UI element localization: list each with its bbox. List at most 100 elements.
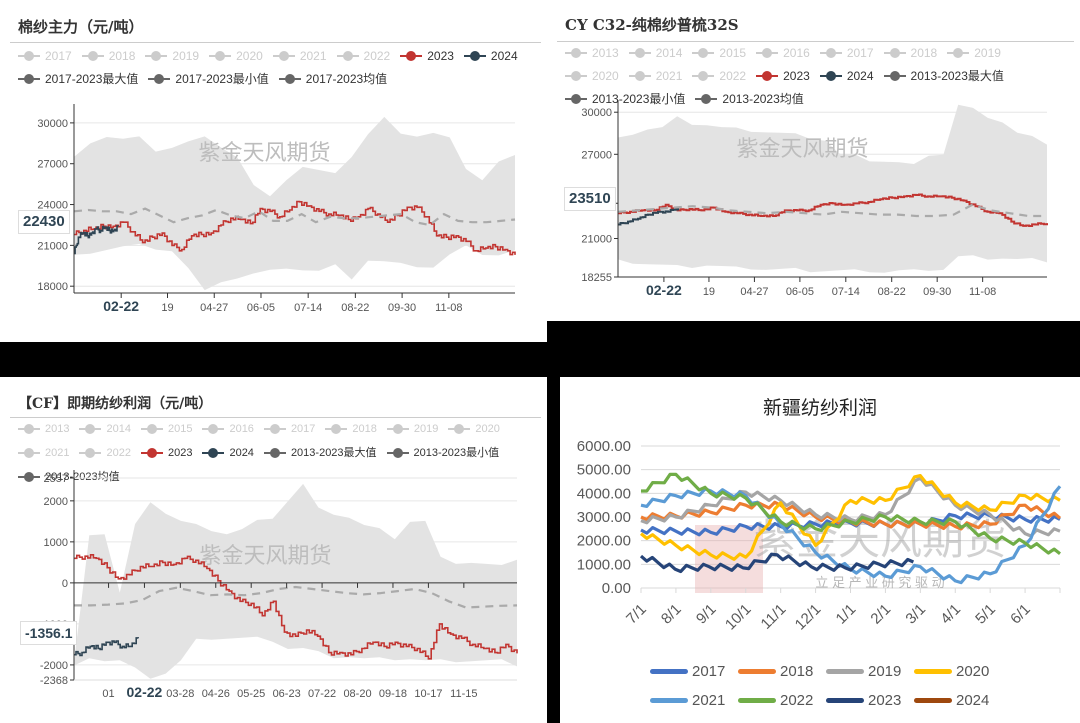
y-pointer-label: 22430 (18, 210, 70, 234)
chart-title: 新疆纺纱利润 (762, 398, 877, 419)
legend-item-2017[interactable]: 2017 (819, 42, 874, 64)
y-tick-label: 27000 (581, 149, 612, 161)
series-line-2019 (640, 476, 1061, 538)
chart-legend: 2017 2018 2019 2020 2021 2022 2023 2024 (650, 656, 1010, 714)
legend-item-2022[interactable]: 2022 (336, 45, 390, 67)
x-tick-label: 07-14 (294, 302, 322, 314)
legend-line-icon (914, 698, 952, 703)
legend-item-2020[interactable]: 2020 (565, 65, 619, 87)
legend-item-2023[interactable]: 2023 (140, 442, 192, 464)
legend-item-2017[interactable]: 2017 (650, 658, 732, 685)
legend-item-2021[interactable]: 2021 (272, 45, 327, 67)
legend-item-2017[interactable]: 2017 (263, 418, 315, 440)
legend-item-2017-2023均值[interactable]: 2017-2023均值 (278, 68, 387, 90)
legend-marker-icon (263, 448, 286, 458)
legend-item-2023[interactable]: 2023 (826, 687, 908, 714)
legend-marker-icon (140, 448, 163, 458)
legend-item-2022[interactable]: 2022 (692, 65, 746, 87)
legend-label: 2013-2023均值 (722, 92, 804, 106)
legend-item-2021[interactable]: 2021 (628, 65, 682, 87)
legend-item-2020[interactable]: 2020 (448, 418, 500, 440)
legend-item-2019[interactable]: 2019 (386, 418, 439, 440)
legend-label: 2022 (780, 692, 814, 709)
legend-item-2013[interactable]: 2013 (565, 42, 619, 64)
x-tick-label: 9/1 (693, 601, 720, 628)
legend-item-2015[interactable]: 2015 (692, 42, 746, 64)
legend-item-2017[interactable]: 2017 (18, 45, 72, 67)
legend-item-2021[interactable]: 2021 (18, 442, 69, 464)
legend-item-2013-2023均值[interactable]: 2013-2023均值 (695, 88, 804, 110)
x-tick-label: 08-22 (341, 302, 369, 314)
legend-item-2017-2023最小值[interactable]: 2017-2023最小值 (148, 68, 269, 90)
legend-item-2022[interactable]: 2022 (79, 442, 131, 464)
legend-item-2024[interactable]: 2024 (819, 65, 874, 87)
legend-item-2022[interactable]: 2022 (738, 687, 820, 714)
x-tick-label: 08-22 (878, 286, 906, 298)
y-tick-label: 6000.00 (577, 438, 631, 455)
legend-item-2015[interactable]: 2015 (140, 418, 192, 440)
legend-item-2023[interactable]: 2023 (756, 65, 810, 87)
legend-label: 2019 (413, 423, 439, 435)
x-tick-label: 1/1 (833, 601, 860, 628)
legend-item-2024[interactable]: 2024 (463, 45, 518, 67)
legend-marker-icon (18, 472, 40, 482)
legend-label: 2017 (846, 46, 874, 60)
y-tick-label: 30000 (37, 118, 68, 130)
legend-marker-icon (81, 51, 104, 61)
series-line-2024 (618, 207, 680, 226)
legend-item-2018[interactable]: 2018 (81, 45, 136, 67)
legend-item-2018[interactable]: 2018 (883, 42, 937, 64)
watermark-subtext: 立 足 产 业 研 究 驱 动 (815, 575, 944, 590)
legend-label: 2018 (108, 49, 136, 63)
legend-label: 2014 (655, 46, 683, 60)
chart-title: CY C32-纯棉纱普梳32S (565, 16, 739, 34)
y-tick-label: -2368 (40, 675, 68, 687)
area-chart: -2368-2000-10000100020002557紫金天风期货0102-2… (40, 470, 518, 700)
legend-item-2017-2023最大值[interactable]: 2017-2023最大值 (18, 68, 138, 90)
x-tick-label: 02-22 (127, 684, 163, 700)
legend-item-2019[interactable]: 2019 (826, 658, 908, 685)
x-tick-label: 11-08 (435, 302, 462, 314)
y-tick-label: 21000 (37, 240, 68, 252)
legend-label: 2013-2023最小值 (592, 92, 686, 106)
legend-label: 2023 (427, 49, 454, 63)
legend-marker-icon (140, 424, 163, 434)
legend-item-2024[interactable]: 2024 (914, 687, 996, 714)
legend-item-2019[interactable]: 2019 (947, 42, 1001, 64)
legend-item-2014[interactable]: 2014 (628, 42, 683, 64)
legend-item-2016[interactable]: 2016 (202, 418, 254, 440)
legend-item-2023[interactable]: 2023 (400, 45, 454, 67)
legend-marker-icon (692, 48, 715, 58)
legend-label: 2017-2023最小值 (175, 72, 269, 86)
legend-item-2019[interactable]: 2019 (145, 45, 199, 67)
y-tick-label: 1000.00 (577, 556, 631, 573)
x-tick-label: 05-25 (237, 688, 265, 700)
series-line-2023 (618, 193, 1048, 227)
legend-label: 2016 (783, 46, 810, 60)
legend-item-2013-2023最小值[interactable]: 2013-2023最小值 (565, 88, 685, 110)
legend-item-2020[interactable]: 2020 (209, 45, 263, 67)
legend-item-2018[interactable]: 2018 (738, 658, 820, 685)
legend-marker-icon (695, 94, 718, 104)
legend-marker-icon (756, 71, 779, 81)
watermark-text: 紫金天风期货 (736, 136, 868, 161)
legend-item-2016[interactable]: 2016 (756, 42, 810, 64)
legend-item-2018[interactable]: 2018 (325, 418, 377, 440)
min-max-band (618, 104, 1047, 273)
x-tick-label: 8/1 (658, 601, 685, 628)
legend-item-2013-2023最大值[interactable]: 2013-2023最大值 (883, 65, 1004, 87)
legend-item-2013-2023最小值[interactable]: 2013-2023最小值 (386, 442, 499, 464)
x-tick-label: 07-22 (308, 688, 336, 700)
legend-item-2024[interactable]: 2024 (202, 442, 254, 464)
legend-item-2014[interactable]: 2014 (79, 418, 131, 440)
legend-line-icon (914, 669, 952, 674)
legend-item-2013-2023均值[interactable]: 2013-2023均值 (18, 466, 120, 488)
legend-label: 2016 (229, 423, 254, 435)
x-tick-label: 7/1 (623, 601, 650, 628)
legend-item-2013[interactable]: 2013 (18, 418, 69, 440)
legend-item-2013-2023最大值[interactable]: 2013-2023最大值 (263, 442, 377, 464)
legend-marker-icon (628, 48, 651, 58)
legend-marker-icon (883, 71, 906, 81)
legend-item-2020[interactable]: 2020 (914, 658, 996, 685)
legend-item-2021[interactable]: 2021 (650, 687, 732, 714)
